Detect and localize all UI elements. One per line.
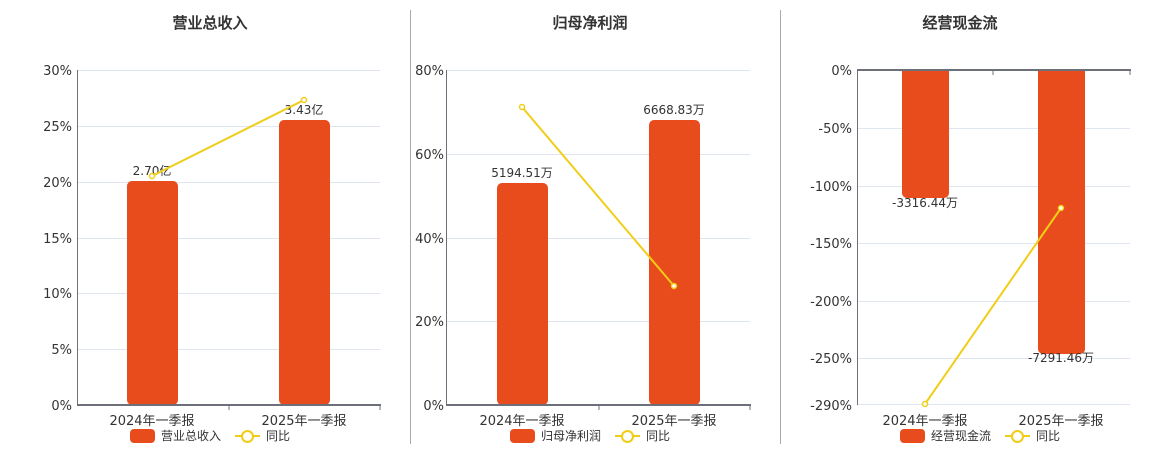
y-tick: 20% (415, 315, 444, 330)
chart-title: 营业总收入 (172, 14, 248, 32)
y-tick: -200% (810, 295, 852, 310)
yoy-point[interactable] (670, 282, 678, 290)
yoy-point[interactable] (1057, 204, 1065, 212)
y-tick: 30% (43, 64, 72, 79)
x-tick: 2025年一季报 (631, 414, 716, 429)
yoy-line (151, 99, 305, 177)
yoy-point[interactable] (148, 172, 156, 180)
y-tick: 80% (415, 64, 444, 79)
panel-divider (410, 10, 411, 444)
y-tick: 0% (423, 399, 444, 414)
chart-title: 归母净利润 (552, 14, 628, 32)
y-tick: 15% (43, 232, 72, 247)
bar[interactable] (127, 181, 178, 405)
x-tick: 2024年一季报 (882, 414, 967, 429)
legend-line-swatch[interactable] (615, 429, 640, 443)
y-tick: 40% (415, 232, 444, 247)
y-tick: -290% (810, 399, 852, 414)
y-tick: 10% (43, 287, 72, 302)
legend-bar-label[interactable]: 营业总收入 (160, 429, 221, 443)
legend-line-label[interactable]: 同比 (266, 429, 291, 443)
bar[interactable] (902, 70, 949, 198)
legend-bar-swatch[interactable] (899, 428, 925, 443)
yoy-line (924, 207, 1062, 405)
y-tick: 0% (831, 64, 852, 79)
legend-line-swatch[interactable] (235, 429, 260, 443)
panel-divider (780, 10, 781, 444)
gridlines (77, 70, 380, 350)
y-tick: -100% (810, 180, 852, 195)
chart-panel-operating-cash-flow: 经营现金流 0% -50% -100% -150% -200% -250% -2… (760, 0, 1160, 450)
y-tick: 0% (51, 399, 72, 414)
bar[interactable] (1038, 70, 1085, 354)
y-tick: -50% (818, 122, 852, 137)
y-tick: 5% (51, 343, 72, 358)
yoy-line (521, 106, 675, 287)
x-tick: 2024年一季报 (479, 414, 564, 429)
bar[interactable] (497, 183, 548, 405)
chart-legend: 营业总收入 同比 (0, 427, 420, 444)
x-tick: 2025年一季报 (1018, 414, 1103, 429)
x-tick: 2025年一季报 (261, 414, 346, 429)
y-tick: 25% (43, 120, 72, 135)
y-axis-labels: 80% 60% 40% 20% 0% (415, 64, 444, 414)
legend-bar-label[interactable]: 归母净利润 (540, 429, 601, 443)
x-tick: 2024年一季报 (109, 414, 194, 429)
bar[interactable] (279, 120, 330, 405)
y-tick: 60% (415, 148, 444, 163)
y-axis-labels: 0% -50% -100% -150% -200% -250% -290% (810, 64, 852, 414)
legend-bar-swatch[interactable] (509, 428, 535, 443)
yoy-point[interactable] (518, 103, 526, 111)
yoy-point[interactable] (300, 96, 308, 104)
legend-line-label[interactable]: 同比 (1036, 429, 1061, 443)
legend-bar-swatch[interactable] (129, 428, 155, 443)
chart-plot: 80% 60% 40% 20% 0% 5194.51万 6668.83万 202… (415, 64, 751, 429)
bar-value-label: -7291.46万 (1028, 351, 1094, 365)
bar-value-label: 6668.83万 (643, 103, 705, 117)
chart-legend: 经营现金流 同比 (780, 427, 1160, 444)
y-axis-labels: 30% 25% 20% 15% 10% 5% 0% (43, 64, 72, 414)
chart-plot: 30% 25% 20% 15% 10% 5% 0% 2.70亿 3.43亿 20… (43, 64, 381, 429)
chart-legend: 归母净利润 同比 (380, 427, 800, 444)
chart-plot: 0% -50% -100% -150% -200% -250% -290% -3… (810, 64, 1131, 429)
legend-line-swatch[interactable] (1005, 429, 1030, 443)
yoy-point[interactable] (921, 400, 929, 408)
bar[interactable] (649, 120, 700, 405)
legend-line-label[interactable]: 同比 (646, 429, 671, 443)
y-tick: 20% (43, 176, 72, 191)
y-tick: -250% (810, 352, 852, 367)
chart-panel-net-profit: 归母净利润 80% 60% 40% 20% 0% 5194.51万 6668.8… (380, 0, 790, 450)
y-tick: -150% (810, 237, 852, 252)
chart-title: 经营现金流 (922, 14, 998, 32)
chart-panel-revenue: 营业总收入 30% 25% 20% 15% 10% 5% 0% 2.70亿 3.… (0, 0, 410, 450)
bar-value-label: -3316.44万 (892, 196, 958, 210)
legend-bar-label[interactable]: 经营现金流 (930, 429, 991, 443)
bar-value-label: 3.43亿 (285, 102, 324, 117)
bar-value-label: 5194.51万 (491, 166, 553, 180)
bar-value-label: 2.70亿 (133, 163, 172, 178)
